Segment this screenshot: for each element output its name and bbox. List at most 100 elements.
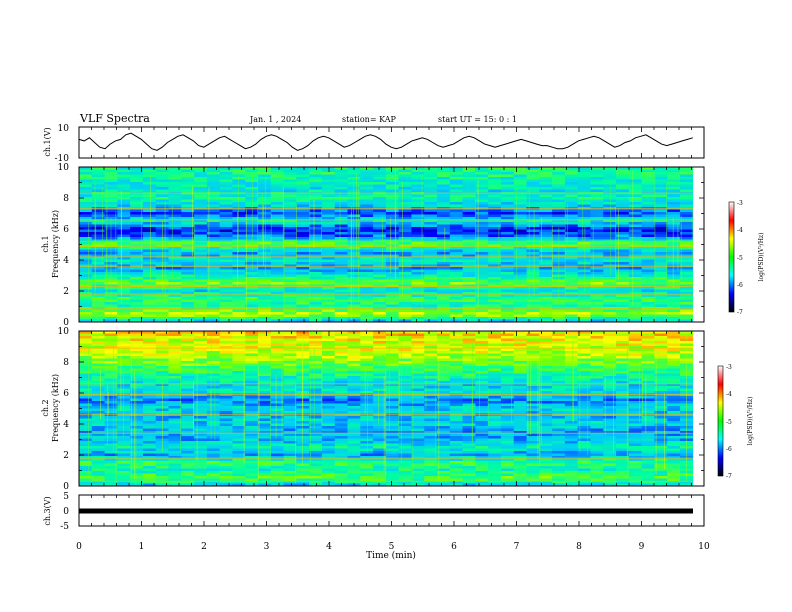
spectrogram-cell: [398, 217, 412, 220]
spectrogram-cell: [309, 247, 323, 250]
spectrogram-cell: [219, 237, 233, 240]
spectrogram-cell: [347, 272, 361, 275]
spectrogram-cell: [155, 302, 169, 305]
spectrogram-cell: [641, 292, 655, 295]
spectrogram-cell: [526, 217, 540, 220]
spectrogram-cell: [270, 204, 284, 208]
spectrogram-cell: [462, 169, 476, 173]
spectrogram-cell: [424, 234, 438, 238]
spectrogram-cell: [424, 398, 438, 402]
spectrogram-cell: [641, 267, 655, 270]
spectrogram-cell: [296, 294, 310, 298]
spectrogram-cell: [449, 297, 463, 300]
spectrogram-cell: [449, 272, 463, 275]
spectrogram-cell: [219, 386, 233, 389]
spectrogram-cell: [398, 333, 412, 337]
spectrogram-cell: [475, 222, 489, 225]
spectrogram-cell: [590, 338, 604, 342]
spectrogram-cell: [142, 408, 157, 412]
spectrogram-cell: [360, 341, 374, 344]
spectrogram-cell: [475, 336, 489, 339]
spectrogram-cell: [449, 222, 463, 225]
spectrogram-cell: [641, 232, 655, 235]
spectrogram-cell: [283, 209, 297, 213]
spectrogram-cell: [603, 353, 617, 357]
spectrogram-cell: [500, 194, 515, 198]
spectrogram-cell: [641, 312, 655, 315]
spectrogram-cell: [616, 366, 630, 369]
spectrogram-cell: [283, 333, 297, 337]
spectrogram-cell: [219, 319, 233, 323]
spectrogram-cell: [449, 202, 463, 205]
spectrogram-cell: [206, 232, 221, 235]
spectrogram-cell: [475, 212, 489, 215]
spectrogram-cell: [616, 331, 630, 334]
spectrogram-cell: [513, 282, 527, 285]
spectrogram-cell: [590, 408, 604, 412]
spectrogram-cell: [130, 259, 144, 263]
spectrogram-cell: [219, 204, 233, 208]
spectrogram-cell: [142, 292, 157, 295]
spectrogram-cell: [513, 386, 527, 389]
spectrogram-cell: [232, 177, 246, 180]
spectrogram-cell: [552, 194, 566, 198]
spectrogram-cell: [130, 294, 144, 298]
spectrogram-cell: [449, 373, 463, 377]
spectrogram-cell: [424, 254, 438, 258]
spectrogram-cell: [91, 227, 105, 230]
spectrogram-cell: [667, 282, 681, 285]
spectrogram-cell: [539, 174, 553, 178]
spectrogram-cell: [424, 421, 438, 424]
spectrogram-cell: [168, 197, 182, 200]
ch2-spectrogram-panel: 10 8 6 4 2 0 ch.2 Frequency (kHz): [41, 327, 705, 492]
spectrogram-cell: [91, 184, 105, 188]
spectrogram-cell: [654, 287, 668, 290]
spectrogram-cell: [347, 254, 361, 258]
spectrogram-cell: [219, 292, 233, 295]
spectrogram-cell: [258, 202, 272, 205]
spectrogram-cell: [79, 182, 93, 185]
spectrogram-cell: [232, 224, 246, 228]
spectrogram-cell: [654, 184, 668, 188]
spectrogram-cell: [194, 287, 208, 290]
spectrogram-cell: [590, 373, 604, 377]
spectrogram-cell: [641, 247, 655, 250]
spectrogram-cell: [628, 222, 643, 225]
spectrogram-cell: [449, 363, 463, 367]
spectrogram-cell: [309, 341, 323, 344]
spectrogram-cell: [181, 366, 195, 369]
spectrogram-cell: [526, 378, 540, 382]
spectrogram-cell: [142, 274, 157, 278]
spectrogram-cell: [641, 167, 655, 170]
ch1-colorbar-label: log(PSD)(V²/Hz): [758, 233, 765, 282]
spectrogram-cell: [437, 254, 451, 258]
spectrogram-cell: [462, 247, 476, 250]
spectrogram-cell: [360, 247, 374, 250]
spectrogram-cell: [347, 299, 361, 303]
spectrogram-cell: [500, 416, 515, 419]
spectrogram-cell: [679, 197, 694, 200]
spectrogram-cell: [437, 297, 451, 300]
spectrogram-cell: [603, 418, 617, 422]
spectrogram-cell: [488, 398, 502, 402]
spectrogram-cell: [309, 302, 323, 305]
spectrogram-cell: [321, 391, 336, 394]
spectrogram-cell: [296, 174, 310, 178]
spectrogram-cell: [628, 336, 643, 339]
spectrogram-cell: [577, 314, 591, 318]
spectrogram-cell: [232, 348, 246, 352]
spectrogram-cell: [168, 336, 182, 339]
spectrogram-cell: [142, 212, 157, 215]
spectrogram-cell: [360, 371, 374, 374]
spectrogram-cell: [616, 242, 630, 245]
spectrogram-cell: [667, 356, 681, 359]
spectrogram-cell: [679, 314, 694, 318]
spectrogram-cell: [181, 381, 195, 384]
spectrogram-cell: [117, 361, 131, 364]
spectrogram-cell: [411, 302, 425, 305]
spectrogram-cell: [296, 242, 310, 245]
spectrogram-cell: [219, 398, 233, 402]
spectrogram-cell: [552, 309, 566, 313]
spectrogram-cell: [117, 317, 131, 320]
spectrogram-cell: [500, 366, 515, 369]
